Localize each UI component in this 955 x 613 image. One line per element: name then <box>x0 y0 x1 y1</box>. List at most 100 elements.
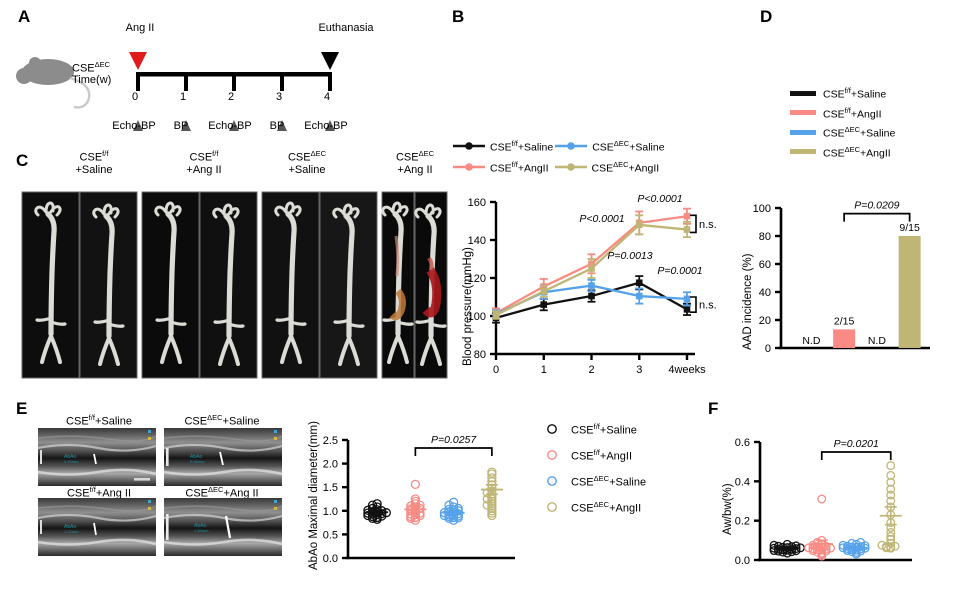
svg-text:P=0.0209: P=0.0209 <box>854 200 899 212</box>
panel-d-legend-label-3: CSEΔEC+AngII <box>823 145 891 160</box>
panel-c-aorta-images <box>21 191 447 379</box>
legend-sup: f/f <box>511 139 518 148</box>
panel-e-legend-label-3: CSEΔEC+AngII <box>571 500 641 515</box>
genotype-sup: ΔEC <box>94 60 111 69</box>
timeline-bottom-label-3: BP <box>269 120 285 132</box>
label-post: +Saline <box>222 415 260 428</box>
timeline-bottom-label-0: Echo-BP <box>112 120 156 132</box>
legend-marker-line <box>452 161 486 173</box>
label-line2: +Ang II <box>186 163 222 176</box>
svg-text:1.68mm: 1.68mm <box>194 528 209 533</box>
svg-text:0.93mm: 0.93mm <box>64 459 79 464</box>
legend-marker-line <box>554 140 588 152</box>
label-pre: CSE <box>66 415 89 428</box>
svg-text:100: 100 <box>468 311 486 323</box>
genotype-text: CSE <box>72 62 95 75</box>
panel-f-ylabel: Aw/bw(%) <box>722 483 734 535</box>
panel-d-legend-label-0: CSEf/f+Saline <box>823 86 886 101</box>
legend-post: +AngII <box>599 450 632 463</box>
svg-text:0.0: 0.0 <box>735 555 750 567</box>
legend-swatch <box>790 90 816 96</box>
label-post: +Saline <box>94 415 132 428</box>
panel-b-legend-label-3: CSEΔEC+AngII <box>592 160 660 175</box>
svg-text:120: 120 <box>468 273 486 285</box>
label-pre: CSE <box>184 415 208 428</box>
svg-text:0: 0 <box>493 364 499 376</box>
timeline-tick-3: 3 <box>276 91 283 103</box>
panel-d-chart: 0 20 40 60 80 100 N.D 2/15 N.D 9/15 P=0.0209 <box>735 186 950 381</box>
legend-pre: CSE <box>591 162 614 174</box>
svg-text:P=0.0013: P=0.0013 <box>607 250 652 262</box>
legend-sup: f/f <box>844 86 851 95</box>
svg-text:40: 40 <box>759 287 771 299</box>
label-line2: +Ang II <box>397 163 433 176</box>
legend-swatch <box>790 110 816 116</box>
svg-text:60: 60 <box>759 259 771 271</box>
timeline-svg <box>16 52 339 131</box>
legend-pre: CSE <box>571 476 594 489</box>
svg-text:1.0: 1.0 <box>323 506 338 518</box>
svg-text:0.5: 0.5 <box>323 529 338 541</box>
label-text: CSE <box>395 151 419 164</box>
legend-sup: ΔEC <box>593 473 610 483</box>
panel-d-legend-label-2: CSEΔEC+Saline <box>823 125 895 140</box>
panel-b-legend-label-2: CSEf/f+AngII <box>490 160 549 175</box>
panel-e-image-label-2: CSEf/f+Ang II <box>40 485 158 500</box>
legend-swatch <box>790 129 816 135</box>
legend-sup: ΔEC <box>593 499 610 509</box>
svg-text:4weeks: 4weeks <box>668 364 706 376</box>
label-post: +Ang II <box>223 487 259 500</box>
legend-post: +AngII <box>850 108 882 120</box>
legend-pre: CSE <box>571 502 594 515</box>
timeline-tick-0: 0 <box>132 91 139 103</box>
svg-text:140: 140 <box>468 235 486 247</box>
label-text: CSE <box>287 151 311 164</box>
svg-text:1: 1 <box>541 364 547 376</box>
label-pre: CSE <box>185 487 208 500</box>
panel-b-chart: 80 100 120 140 160 0 1 2 3 4weeks P<0.0001 P<0.0001… <box>452 186 717 386</box>
label-text: CSE <box>79 151 103 164</box>
svg-text:80: 80 <box>759 231 771 243</box>
legend-post: +AngII <box>609 502 642 515</box>
label-sup: f/f <box>102 149 109 158</box>
svg-text:80: 80 <box>474 349 486 361</box>
legend-pre: CSE <box>823 88 845 101</box>
legend-circle <box>545 500 559 514</box>
legend-sup: ΔEC <box>844 144 861 154</box>
svg-text:1.5: 1.5 <box>323 482 338 494</box>
svg-text:AbAo: AbAo <box>190 454 202 460</box>
svg-text:AbAo: AbAo <box>194 523 206 529</box>
panel-b-legend: CSEf/f+Saline CSEΔEC+Saline CSEf/f+AngII… <box>452 139 665 174</box>
svg-text:2/15: 2/15 <box>834 315 855 327</box>
svg-text:P<0.0001: P<0.0001 <box>637 193 682 205</box>
panel-c-letter: C <box>16 151 29 170</box>
svg-text:100: 100 <box>753 203 771 215</box>
legend-marker-line <box>554 161 588 173</box>
svg-text:0.96mm: 0.96mm <box>190 459 205 464</box>
svg-text:0.6: 0.6 <box>735 437 750 449</box>
label-sup: f/f <box>89 485 96 494</box>
svg-text:1.02mm: 1.02mm <box>64 529 79 534</box>
legend-post: +AngII <box>517 162 549 174</box>
label-sup: f/f <box>88 413 95 422</box>
legend-post: +Saline <box>629 141 665 154</box>
panel-e-image-label-0: CSEf/f+Saline <box>40 413 158 428</box>
svg-text:0: 0 <box>765 343 771 355</box>
legend-pre: CSE <box>571 424 594 437</box>
legend-sup: ΔEC <box>613 159 629 169</box>
label-line2: +Saline <box>288 163 326 176</box>
legend-post: +AngII <box>860 147 891 159</box>
svg-text:P<0.0001: P<0.0001 <box>579 213 624 225</box>
legend-sup: f/f <box>593 421 600 431</box>
legend-pre: CSE <box>592 141 614 154</box>
mouse-icon <box>16 57 91 109</box>
ang-ii-arrow-icon <box>129 52 147 70</box>
label-sup: ΔEC <box>310 149 327 158</box>
svg-text:2: 2 <box>588 364 594 376</box>
panel-e-legend-label-0: CSEf/f+Saline <box>571 422 637 437</box>
euthanasia-arrow-icon <box>321 52 339 70</box>
label-line2: +Saline <box>75 163 113 176</box>
panel-a-letter: A <box>18 7 31 26</box>
panel-e-ultrasound-images: AbAo 0.93mm AbAo 0.96mm AbAo 1.02mm AbAo… <box>36 426 288 558</box>
legend-post: +Saline <box>599 424 637 437</box>
